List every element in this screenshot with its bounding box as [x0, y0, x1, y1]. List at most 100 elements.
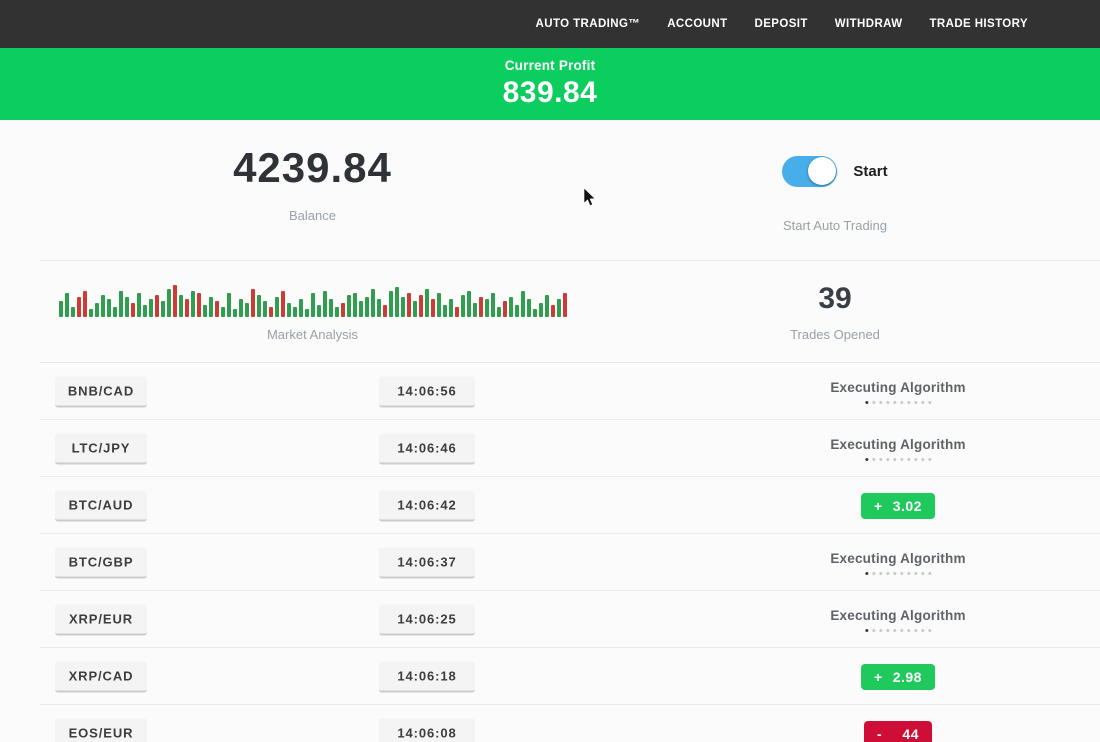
trade-status: - 44 [864, 720, 932, 742]
candle-bar [82, 291, 87, 317]
trades-opened-label: Trades Opened [790, 327, 880, 342]
trade-row: EOS/EUR 14:06:08 - 44 [0, 705, 1100, 742]
trade-status: +3.02 [861, 492, 935, 519]
pair-chip: BTC/AUD [55, 490, 147, 521]
trade-status: Executing Algorithm [830, 551, 965, 575]
time-chip: 14:06:18 [379, 661, 475, 692]
auto-trading-toggle[interactable] [782, 155, 838, 187]
nav-item-account[interactable]: ACCOUNT [667, 18, 728, 30]
progress-dot [879, 400, 882, 404]
pair-chip: BNB/CAD [55, 376, 147, 407]
nav-item-withdraw[interactable]: WITHDRAW [834, 18, 903, 30]
result-sign: + [874, 668, 883, 685]
executing-algorithm-label: Executing Algorithm [830, 436, 966, 452]
candle-bar [58, 301, 63, 317]
progress-dot [928, 457, 931, 461]
candle-bar [340, 303, 345, 317]
candle-bar [250, 289, 255, 317]
market-analysis-label: Market Analysis [266, 327, 359, 342]
candle-bar [238, 299, 243, 317]
progress-dot [928, 571, 931, 575]
trade-status: Executing Algorithm [830, 380, 965, 404]
progress-dot [865, 400, 868, 404]
candle-bar [448, 299, 453, 317]
progress-dot [907, 571, 910, 575]
candle-bar [478, 297, 483, 317]
start-auto-trading-label: Start Auto Trading [782, 218, 888, 233]
time-chip: 14:06:37 [379, 547, 475, 578]
candle-bar [550, 305, 555, 317]
progress-dot [865, 571, 868, 575]
candle-bar [556, 299, 561, 317]
trade-row: BTC/AUD 14:06:42 +3.02 [0, 477, 1100, 534]
trade-status: +2.98 [861, 663, 935, 690]
divider [40, 362, 1100, 363]
candle-bar [490, 293, 495, 317]
candle-bar [352, 293, 357, 317]
stats-row-market: Market Analysis 39 Trades Opened [0, 261, 1100, 342]
candle-bar [220, 307, 225, 317]
candle-bar [232, 309, 237, 317]
candle-bar [190, 291, 195, 317]
progress-dot [900, 571, 903, 575]
pair-chip: BTC/GBP [55, 547, 147, 578]
candle-bar [484, 299, 489, 317]
market-analysis-chart [58, 281, 567, 317]
progress-dots [865, 571, 931, 575]
nav-item-deposit[interactable]: DEPOSIT [754, 18, 808, 30]
progress-dot [907, 457, 910, 461]
progress-dot [907, 628, 910, 632]
candle-bar [76, 297, 81, 317]
candle-bar [286, 303, 291, 317]
candle-bar [262, 301, 267, 317]
candle-bar [274, 297, 279, 317]
profit-badge: +2.98 [861, 663, 935, 690]
candle-bar [106, 299, 111, 317]
candle-bar [538, 303, 543, 317]
progress-dot [872, 457, 875, 461]
candle-bar [382, 305, 387, 317]
stats-row-balance: 4239.84 Balance Start Start Auto Trading [0, 120, 1100, 234]
trades-opened-value: 39 [818, 282, 852, 315]
result-value: 44 [902, 725, 919, 742]
candle-bar [184, 299, 189, 317]
candle-bar [514, 305, 519, 317]
candle-bar [148, 299, 153, 317]
candle-bar [256, 295, 261, 317]
trade-row: XRP/EUR 14:06:25 Executing Algorithm [0, 591, 1100, 648]
candle-bar [268, 307, 273, 317]
nav-item-trade-history[interactable]: TRADE HISTORY [929, 18, 1028, 30]
candle-bar [88, 309, 93, 317]
auto-trading-block: Start Start Auto Trading [625, 146, 1045, 233]
candle-bar [334, 307, 339, 317]
candle-bar [400, 297, 405, 317]
progress-dot [914, 400, 917, 404]
current-profit-value: 839.84 [502, 76, 598, 109]
candle-bar [280, 291, 285, 317]
executing-algorithm-label: Executing Algorithm [830, 379, 966, 395]
time-chip: 14:06:42 [379, 490, 475, 521]
progress-dot [921, 457, 924, 461]
progress-dot [900, 628, 903, 632]
candle-bar [310, 293, 315, 317]
candle-bar [544, 295, 549, 317]
candle-bar [178, 295, 183, 317]
candle-bar [520, 291, 525, 317]
candle-bar [214, 301, 219, 317]
progress-dot [879, 628, 882, 632]
progress-dot [900, 400, 903, 404]
candle-bar [496, 307, 501, 317]
progress-dot [893, 571, 896, 575]
pair-chip: LTC/JPY [55, 433, 147, 464]
result-sign: - [877, 725, 883, 742]
candle-bar [526, 299, 531, 317]
candle-bar [388, 291, 393, 317]
balance-label: Balance [289, 208, 336, 223]
candle-bar [364, 297, 369, 317]
toggle-knob-icon [807, 157, 836, 185]
balance-block: 4239.84 Balance [0, 146, 625, 233]
nav-item-auto-trading[interactable]: AUTO TRADING™ [535, 18, 641, 30]
candle-bar [124, 297, 129, 317]
candle-bar [100, 295, 105, 317]
progress-dot [914, 628, 917, 632]
